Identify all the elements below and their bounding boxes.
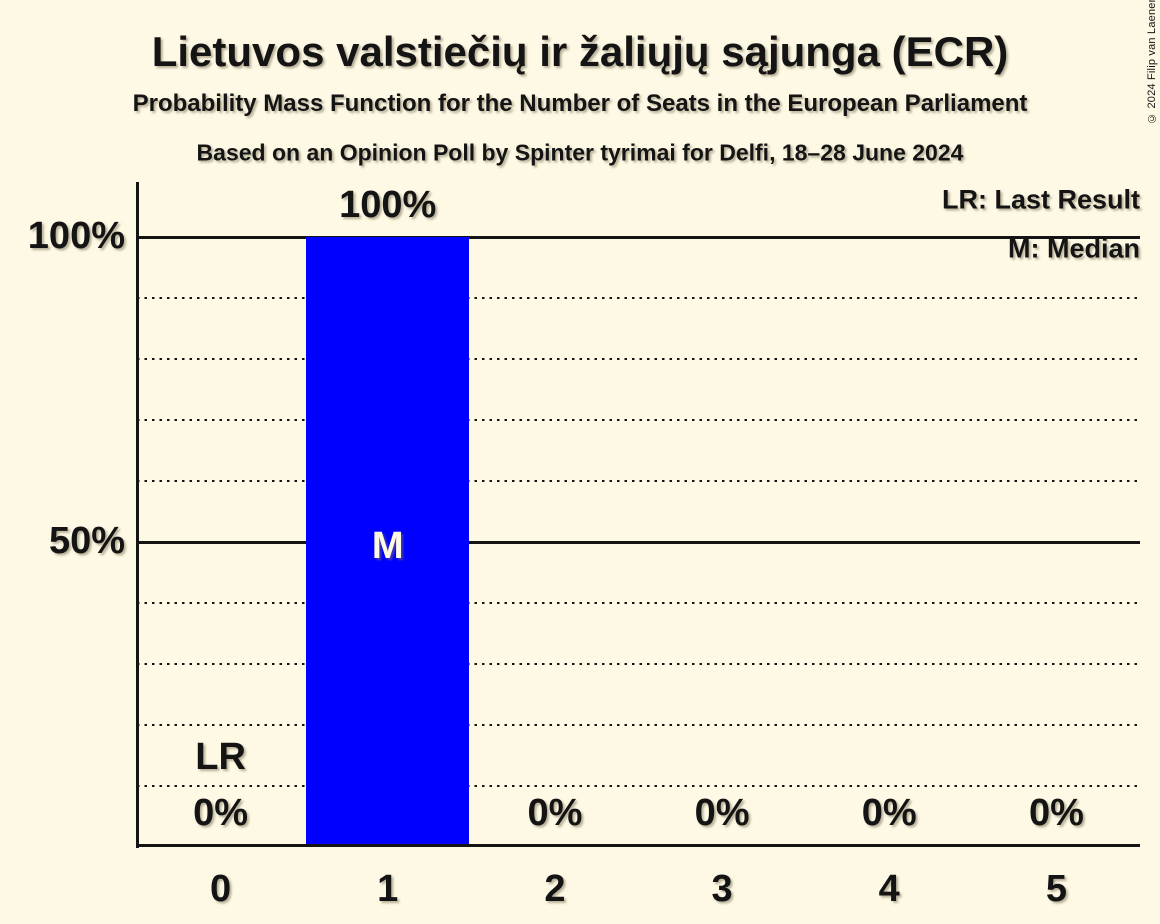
y-axis-line	[135, 182, 139, 848]
legend-median: M: Median	[1008, 233, 1140, 264]
chart-poll-note: Based on an Opinion Poll by Spinter tyri…	[196, 139, 964, 166]
x-axis-line	[135, 844, 1140, 847]
value-label-seats-3: 0%	[694, 792, 750, 834]
legend-last-result: LR: Last Result	[941, 184, 1140, 215]
x-tick-label-3: 3	[711, 868, 733, 910]
gridline-80pct	[137, 357, 1140, 361]
gridline-10pct	[137, 784, 1140, 788]
gridline-40pct	[137, 601, 1140, 605]
gridline-60pct	[137, 479, 1140, 483]
x-tick-label-0: 0	[210, 868, 232, 910]
value-label-seats-5: 0%	[1028, 792, 1084, 834]
value-label-seats-1: 100%	[339, 184, 437, 226]
last-result-marker: LR	[195, 736, 246, 778]
x-tick-label-2: 2	[544, 868, 566, 910]
plot-area: 0% 100% 0% 0% 0% 0% M LR	[135, 182, 1140, 848]
median-marker: M	[371, 525, 404, 567]
x-tick-label-4: 4	[878, 868, 900, 910]
value-label-seats-4: 0%	[861, 792, 917, 834]
gridline-70pct	[137, 418, 1140, 422]
chart-subtitle: Probability Mass Function for the Number…	[132, 90, 1028, 117]
gridline-30pct	[137, 662, 1140, 666]
chart-title: Lietuvos valstiečių ir žaliųjų sąjunga (…	[151, 28, 1009, 75]
gridline-100pct	[137, 235, 1140, 239]
value-label-seats-0: 0%	[193, 792, 249, 834]
value-label-seats-2: 0%	[527, 792, 583, 834]
gridline-90pct	[137, 296, 1140, 300]
x-tick-label-5: 5	[1045, 868, 1067, 910]
y-tick-label-50: 50%	[48, 519, 125, 562]
bar-seats-1	[306, 237, 470, 847]
x-tick-label-1: 1	[377, 868, 399, 910]
gridline-20pct	[137, 723, 1140, 727]
copyright-note: © 2024 Filip van Laenen	[1146, 0, 1158, 124]
gridline-50pct	[137, 540, 1140, 544]
y-tick-label-100: 100%	[27, 214, 125, 257]
